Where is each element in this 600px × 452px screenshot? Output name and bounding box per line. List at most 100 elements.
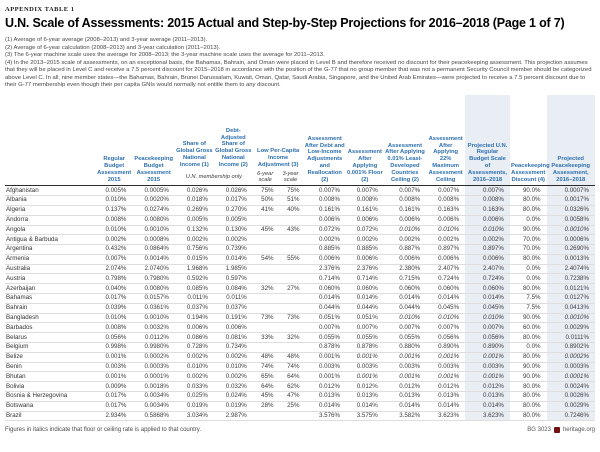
value-cell: 2.4074% [546,264,595,275]
value-cell: 3.575% [345,411,384,422]
value-cell: 0.5868% [132,411,175,422]
value-cell: 0.002% [174,352,214,363]
value-cell: 0.163% [465,205,510,216]
value-cell: 3.623% [465,411,510,422]
subheader-6-year-scale: 6-year scale [252,170,278,187]
value-cell: 0.161% [303,205,346,216]
value-cell: 64% [277,371,304,383]
value-cell: 0.0017% [546,195,595,206]
col-header-country [5,94,96,187]
value-cell: 40% [277,205,304,216]
value-cell: 0.0% [509,264,547,275]
value-cell: 0.007% [383,185,427,197]
value-cell: 0.003% [426,362,466,373]
value-cell: 0.010% [383,225,427,236]
value-cell: 0.033% [174,381,214,393]
value-cell: 0.086% [174,332,214,344]
value-cell: 0.060% [426,283,466,295]
heritage-link[interactable]: heritage.org [562,427,595,434]
value-cell: 0.008% [95,215,133,226]
value-cell: 0.006% [213,322,253,334]
appendix-label: APPENDIX TABLE 1 [5,6,75,13]
value-cell: 0.002% [345,234,384,246]
value-cell: 0.081% [213,332,253,344]
table-row: Brazil 2.934% 0.5868% 3.034% 2.987% 3.576% 3.5… [5,411,595,422]
country-cell: Armenia [5,254,96,265]
value-cell: 0.011% [174,293,214,304]
value-cell [252,411,278,422]
country-cell: Argentina [5,244,96,255]
value-cell: 0.005% [213,215,253,226]
table-row: Azerbaijan 0.040% 0.0080% 0.085% 0.084% 32% 27… [5,283,595,295]
country-cell: Azerbaijan [5,283,96,295]
value-cell: 0.880% [383,342,427,353]
value-cell: 0.010% [426,225,466,236]
table-row: Bahamas 0.017% 0.0157% 0.011% 0.011% 0.014% 0.… [5,293,595,304]
value-cell: 0.0121% [546,283,595,295]
table-row: Armenia 0.007% 0.0014% 0.015% 0.014% 54% 55% 0.… [5,254,595,265]
value-cell: 0.044% [383,303,427,314]
value-cell: 0.007% [303,322,346,334]
value-cell: 0.026% [174,185,214,197]
value-cell: 0.045% [426,303,466,314]
table-row: Belgium 0.998% 0.9980% 0.728% 0.734% 0.878% 0.… [5,342,595,353]
table-row: Antigua & Barbuda 0.002% 0.0008% 0.002% 0.00… [5,234,595,246]
value-cell: 0.001% [426,352,466,363]
value-cell: 0.006% [465,215,510,226]
value-cell: 32% [252,283,278,295]
value-cell: 0.0326% [546,205,595,216]
value-cell [252,293,278,304]
value-cell: 0.024% [213,391,253,402]
value-cell: 74% [252,362,278,373]
footer-brand: BG 3023 heritage.org [527,427,595,434]
value-cell: 0.039% [95,303,133,314]
value-cell: 0.0024% [546,381,595,393]
value-cell: 0.0014% [132,254,175,265]
country-cell: Albania [5,195,96,206]
value-cell: 0.005% [95,185,133,197]
value-cell: 0.0127% [546,293,595,304]
value-cell: 0.006% [426,215,466,226]
value-cell: 90.0% [509,185,547,197]
value-cell: 0.002% [213,371,253,383]
value-cell: 0.714% [345,273,384,285]
value-cell: 0.003% [465,362,510,373]
value-cell: 60.0% [509,322,547,334]
value-cell: 0.002% [465,234,510,246]
value-cell: 28% [252,401,278,412]
value-cell: 0.7980% [132,273,175,285]
value-cell: 0.878% [345,342,384,353]
value-cell: 0.0013% [546,254,595,265]
value-cell: 3.576% [303,411,346,422]
subheader-3-year-scale: 3-year scale [277,170,304,187]
value-cell: 0.0001% [546,371,595,383]
value-cell: 0.878% [303,342,346,353]
value-cell: 0.0026% [546,391,595,402]
value-cell: 0.007% [465,322,510,334]
value-cell: 0.060% [303,283,346,295]
value-cell: 0.001% [303,371,346,383]
country-cell: Brazil [5,411,96,422]
value-cell: 0.014% [465,401,510,412]
page-title: U.N. Scale of Assessments: 2015 Actual a… [5,16,565,30]
value-cell: 27% [277,283,304,295]
value-cell: 55% [277,254,304,265]
value-cell: 0.0080% [132,283,175,295]
value-cell: 0.007% [426,185,466,197]
table-row: Bangladesh 0.010% 0.0010% 0.194% 0.191% 73% 73… [5,313,595,324]
value-cell: 0.007% [345,185,384,197]
value-cell [277,293,304,304]
col-header-projected-peacekeeping: Projected Peacekeeping Assessment, 2016–… [546,94,595,187]
footnote-3: (3) The 6-year machine scale uses the av… [5,52,325,58]
value-cell: 0.001% [95,371,133,383]
value-cell: 0.019% [213,401,253,412]
value-cell: 70.0% [509,234,547,246]
value-cell: 0.0002% [546,352,595,363]
value-cell: 3.582% [383,411,427,422]
value-cell: 0.010% [174,362,214,373]
value-cell: 0.037% [174,303,214,314]
value-cell: 0.161% [383,205,427,216]
value-cell: 0.897% [426,244,466,255]
value-cell: 0.060% [383,283,427,295]
